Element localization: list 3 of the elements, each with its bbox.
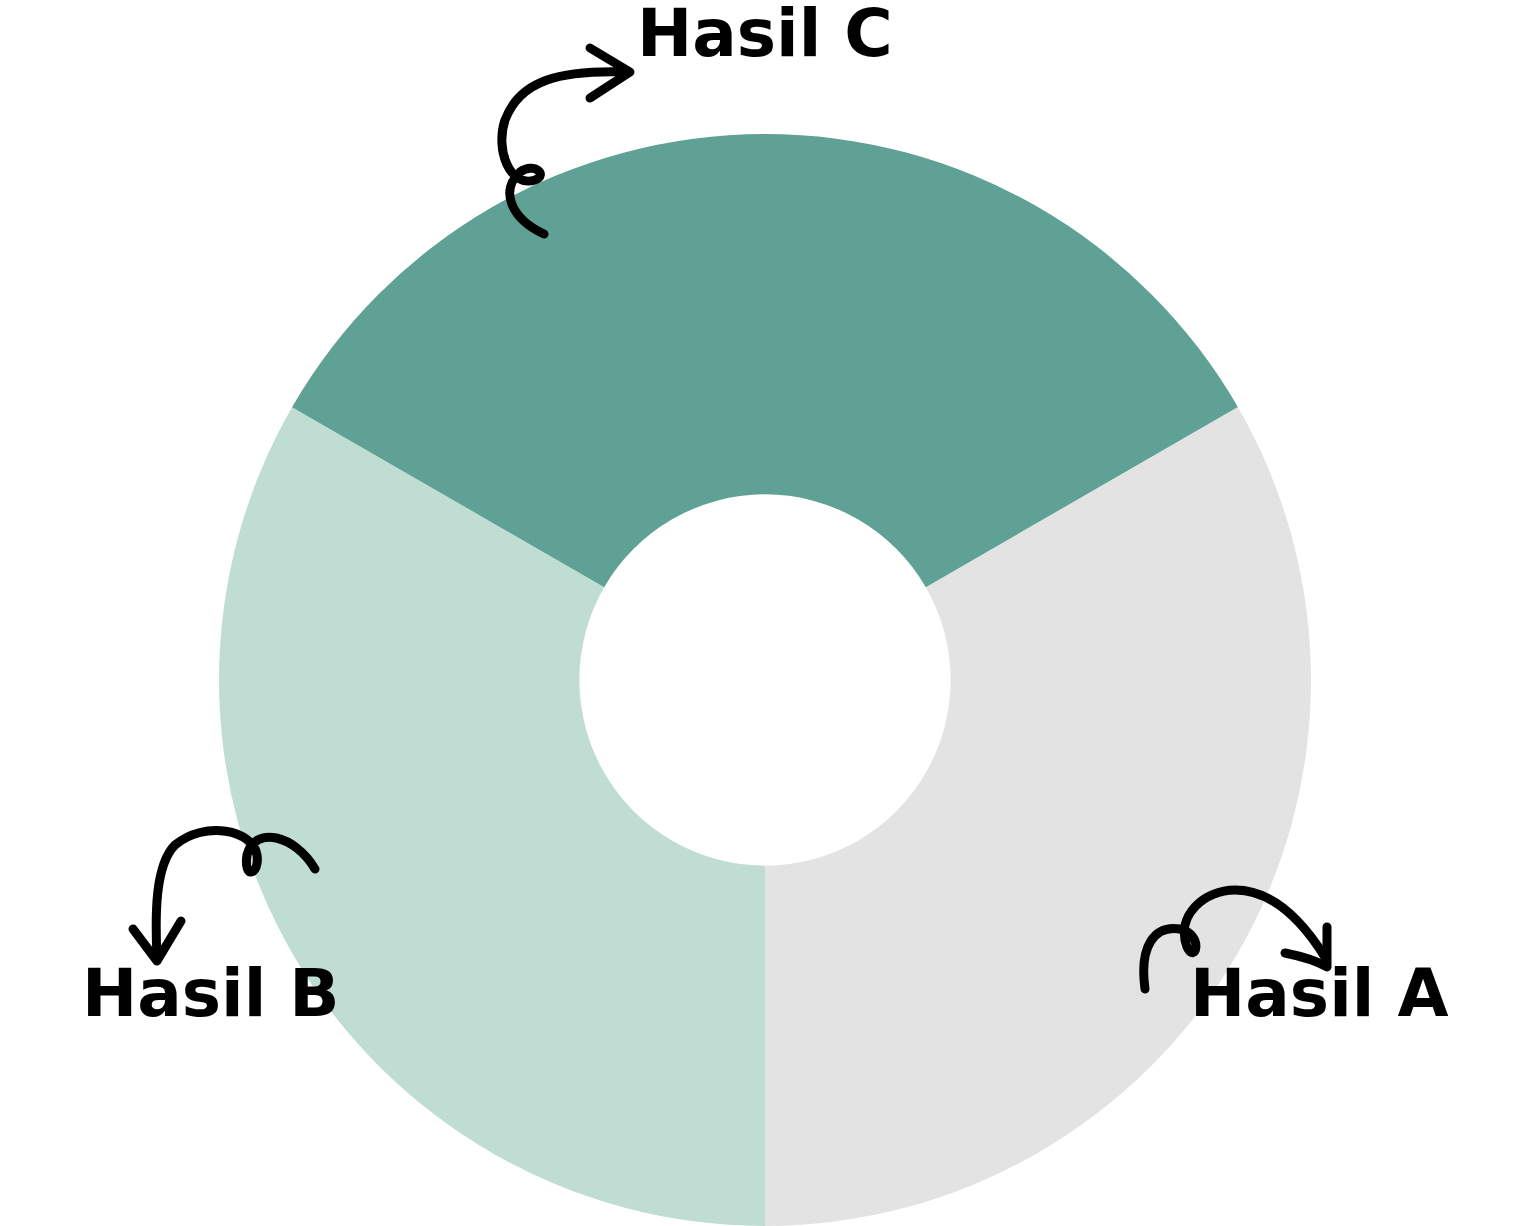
slice-label: Hasil A [1189, 954, 1450, 1032]
slice-label: Hasil C [636, 0, 894, 73]
slice-label: Hasil B [81, 955, 341, 1033]
